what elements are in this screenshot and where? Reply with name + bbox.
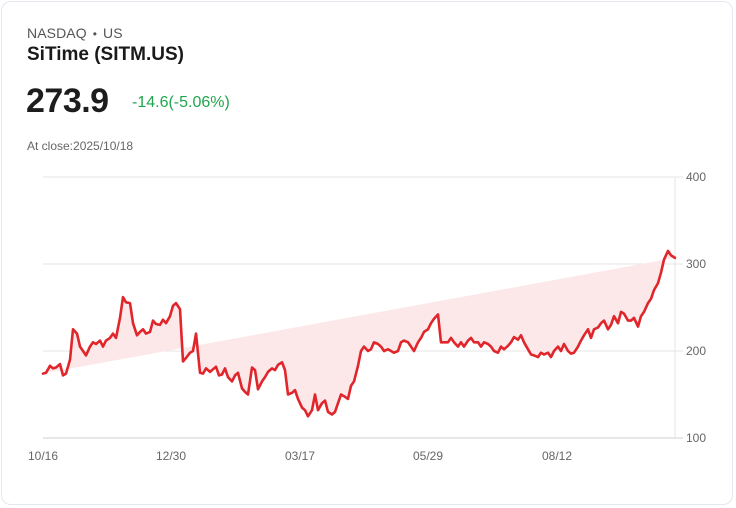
x-tick-label: 05/29 [413,449,443,463]
stock-title: SiTime (SITM.US) [27,44,184,65]
separator-dot: • [92,27,98,41]
close-date: At close:2025/10/18 [27,139,134,153]
price-area [43,250,675,417]
stock-price: 273.9 [26,82,109,120]
region-label: US [103,25,123,41]
x-tick-label: 12/30 [156,449,186,463]
x-tick-label: 03/17 [285,449,315,463]
x-tick-label: 10/16 [28,449,58,463]
y-tick-label: 100 [686,431,706,445]
exchange-name: NASDAQ [27,25,87,41]
x-axis: 10/16 12/30 03/17 05/29 08/12 [28,449,572,463]
y-tick-label: 300 [686,257,706,271]
price-change: -14.6(-5.06%) [132,94,230,111]
x-tick-label: 08/12 [542,449,572,463]
exchange-line: NASDAQ • US [27,25,123,41]
y-axis: 400 300 200 100 [686,170,706,445]
y-tick-label: 200 [686,344,706,358]
y-tick-label: 400 [686,170,706,184]
price-line [41,249,677,418]
